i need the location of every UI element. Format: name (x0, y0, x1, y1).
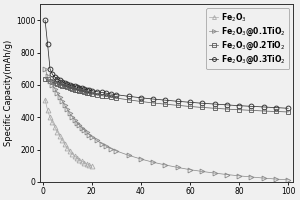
Y-axis label: Specific Capacity(mAh/g): Specific Capacity(mAh/g) (4, 40, 13, 146)
Legend: Fe$_2$O$_3$, Fe$_2$O$_3$@0.1TiO$_2$, Fe$_2$O$_3$@0.2TiO$_2$, Fe$_2$O$_3$@0.3TiO$: Fe$_2$O$_3$, Fe$_2$O$_3$@0.1TiO$_2$, Fe$… (206, 8, 289, 69)
